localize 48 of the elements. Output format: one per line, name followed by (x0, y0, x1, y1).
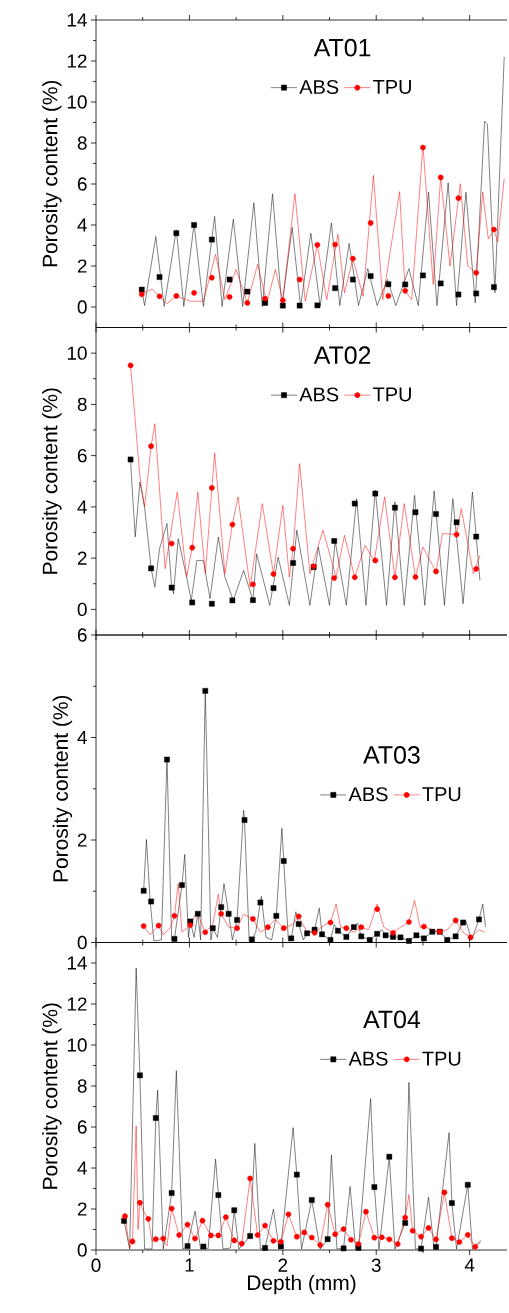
legend-label: TPU (373, 387, 411, 402)
y-tick-label: 12 (67, 54, 87, 68)
y-tick-label: 0 (77, 300, 87, 314)
y-tick-label: 4 (77, 1161, 87, 1175)
text: AT02 (313, 346, 371, 364)
y-tick-label: 10 (67, 346, 87, 360)
y-tick-label: 8 (77, 397, 87, 412)
y-tick-label: 14 (67, 956, 87, 970)
y-tick-label: 0 (77, 935, 87, 950)
y-axis-title: Porosity content (%) (42, 388, 62, 574)
y-axis-title: Porosity content (%) (42, 80, 62, 267)
y-tick-label: 10 (67, 95, 87, 109)
y-tick-label: 2 (77, 259, 87, 273)
y-axis-title: Porosity content (%) (42, 1003, 62, 1189)
y-tick-label: 0 (77, 602, 87, 617)
y-tick-label: 6 (77, 628, 87, 642)
legend-label: TPU (422, 787, 461, 802)
y-tick-label: 14 (67, 13, 87, 27)
legend-label: ABS (348, 787, 388, 802)
y-tick-label: 6 (77, 1120, 87, 1134)
y-tick-label: 12 (67, 997, 87, 1011)
y-tick-label: 4 (77, 500, 87, 514)
text: AT04 (363, 1010, 421, 1029)
legend-label: ABS (348, 1051, 388, 1066)
y-tick-label: 2 (77, 833, 87, 847)
y-tick-label: 8 (77, 1079, 87, 1093)
x-axis-title: Depth (mm) (248, 1274, 356, 1295)
x-tick-label: 3 (371, 1258, 381, 1272)
y-tick-label: 2 (77, 1202, 87, 1216)
y-tick-label: 0 (77, 1243, 87, 1257)
legend-label: ABS (299, 387, 339, 402)
legend-label: TPU (373, 80, 411, 94)
y-tick-label: 6 (77, 448, 87, 463)
x-tick-label: 2 (278, 1258, 288, 1272)
y-axis-title: Porosity content (%) (52, 695, 73, 882)
x-tick-label: 1 (185, 1258, 194, 1272)
legend-label: ABS (299, 79, 339, 95)
x-tick-label: 0 (91, 1258, 101, 1272)
text: AT01 (313, 38, 371, 57)
y-tick-label: 6 (77, 177, 87, 191)
legend-label: TPU (422, 1051, 461, 1066)
y-tick-label: 8 (77, 136, 87, 150)
x-tick-label: 4 (464, 1258, 475, 1272)
text: AT03 (363, 746, 420, 764)
y-tick-label: 4 (77, 218, 87, 232)
y-tick-label: 4 (77, 731, 87, 745)
y-tick-label: 10 (67, 1038, 87, 1052)
y-tick-label: 2 (77, 551, 87, 565)
